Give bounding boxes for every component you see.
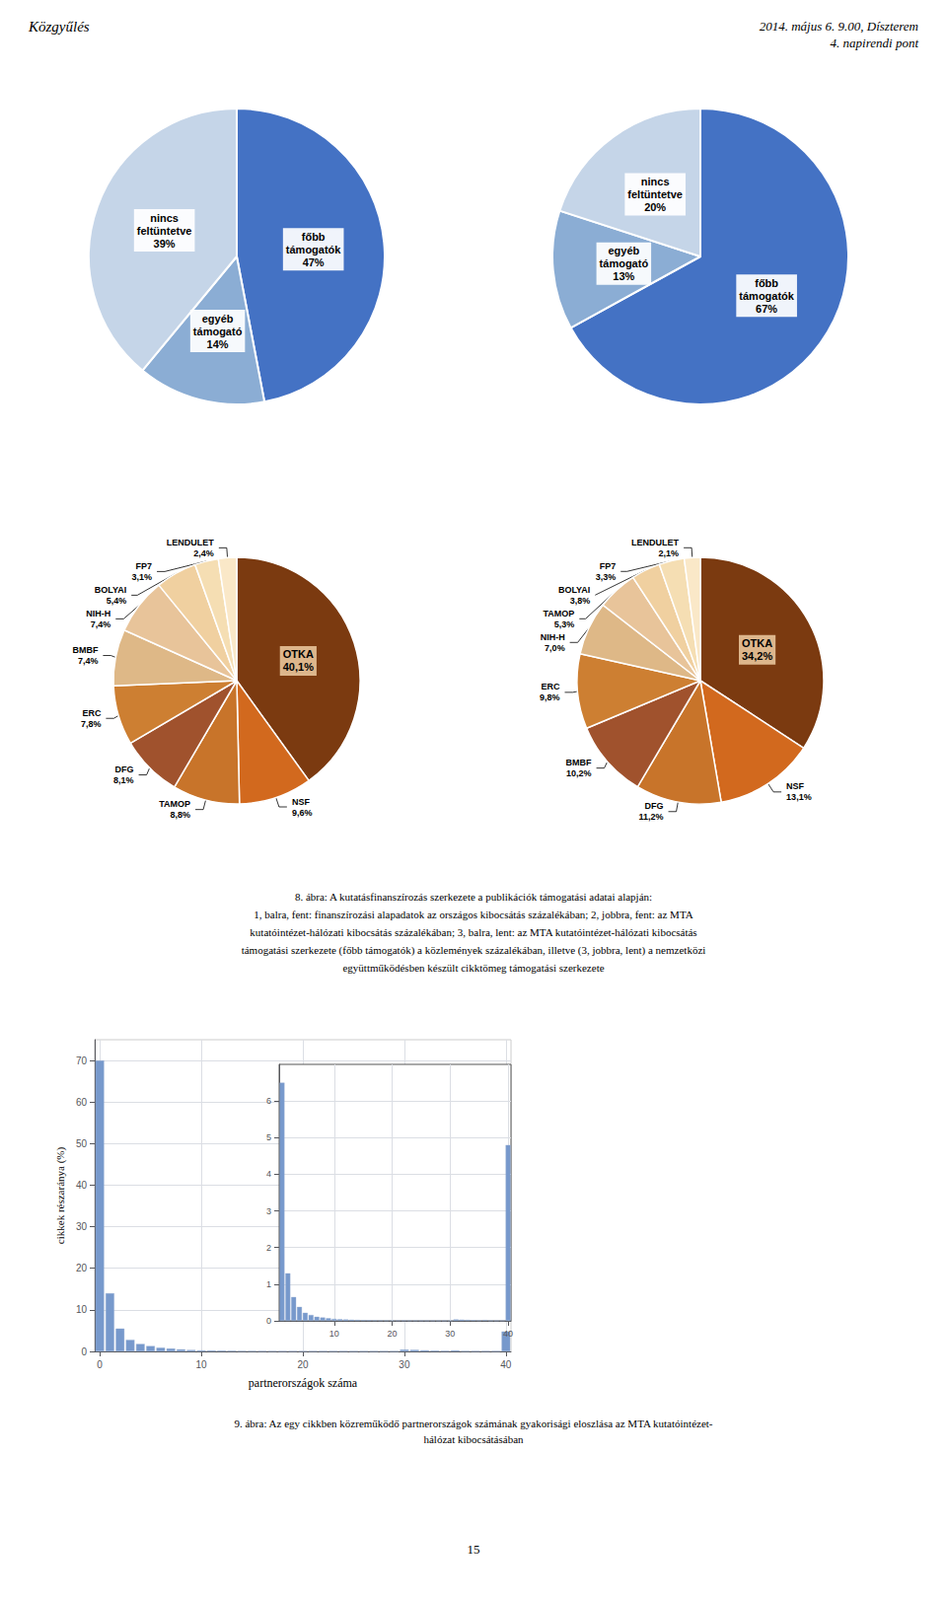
svg-text:nincs: nincs [149, 212, 179, 224]
svg-text:ERC: ERC [81, 708, 102, 719]
svg-text:cikkek részaránya (%): cikkek részaránya (%) [54, 1147, 68, 1245]
svg-text:3,1%: 3,1% [132, 572, 153, 583]
svg-text:FP7: FP7 [136, 561, 153, 572]
svg-text:20: 20 [75, 1262, 88, 1274]
svg-text:7,0%: 7,0% [544, 643, 566, 654]
svg-text:40: 40 [500, 1359, 512, 1371]
svg-text:BOLYAI: BOLYAI [94, 584, 127, 595]
svg-text:0: 0 [96, 1359, 103, 1371]
svg-text:30: 30 [444, 1328, 455, 1339]
svg-text:3,8%: 3,8% [570, 595, 591, 606]
svg-text:BOLYAI: BOLYAI [558, 584, 590, 595]
svg-text:ERC: ERC [540, 681, 561, 692]
svg-text:9. ábra: Az egy cikkben közrem: 9. ábra: Az egy cikkben közreműködő part… [233, 1417, 713, 1430]
svg-text:7,8%: 7,8% [80, 719, 102, 729]
svg-text:14%: 14% [207, 338, 229, 351]
svg-text:NSF: NSF [786, 781, 805, 792]
svg-text:7,4%: 7,4% [90, 619, 112, 630]
svg-text:70: 70 [75, 1055, 88, 1067]
svg-text:10: 10 [329, 1328, 340, 1339]
svg-text:50: 50 [75, 1138, 88, 1150]
svg-text:NIH-H: NIH-H [85, 608, 111, 619]
svg-text:főbb: főbb [754, 277, 779, 290]
svg-text:1: 1 [266, 1279, 272, 1290]
svg-text:39%: 39% [153, 237, 176, 250]
svg-text:BMBF: BMBF [72, 645, 98, 656]
svg-text:13%: 13% [612, 270, 635, 283]
svg-text:20%: 20% [644, 201, 666, 214]
svg-text:egyéb: egyéb [202, 312, 234, 325]
svg-text:20: 20 [387, 1328, 398, 1339]
svg-text:40: 40 [75, 1179, 88, 1191]
svg-text:kutatóintézet-hálózati kibocsá: kutatóintézet-hálózati kibocsátás százal… [249, 926, 697, 939]
svg-text:támogatók: támogatók [286, 243, 343, 256]
svg-text:5,3%: 5,3% [554, 619, 576, 630]
svg-text:10,2%: 10,2% [566, 768, 592, 779]
svg-text:34,2%: 34,2% [741, 650, 773, 662]
svg-text:10: 10 [75, 1304, 88, 1315]
svg-text:9,6%: 9,6% [291, 807, 313, 818]
svg-text:támogató: támogató [193, 325, 243, 338]
svg-text:TAMOP: TAMOP [542, 608, 575, 619]
svg-text:Közgyűlés: Közgyűlés [27, 18, 90, 35]
svg-text:40,1%: 40,1% [283, 660, 314, 673]
svg-text:feltüntetve: feltüntetve [627, 188, 683, 201]
svg-text:NIH-H: NIH-H [540, 632, 566, 643]
svg-text:8. ábra: A kutatásfinanszírozá: 8. ábra: A kutatásfinanszírozás szerkeze… [294, 890, 653, 903]
svg-text:10: 10 [196, 1359, 209, 1371]
svg-text:4: 4 [266, 1168, 272, 1179]
svg-text:40: 40 [503, 1328, 513, 1339]
svg-text:5,4%: 5,4% [106, 595, 128, 606]
svg-text:30: 30 [75, 1221, 88, 1233]
svg-text:partnerországok száma: partnerországok száma [248, 1376, 359, 1390]
svg-text:67%: 67% [755, 302, 778, 315]
svg-text:15: 15 [467, 1541, 481, 1557]
svg-text:támogató: támogató [599, 257, 650, 270]
svg-text:8,8%: 8,8% [170, 809, 192, 820]
svg-text:60: 60 [75, 1096, 88, 1108]
svg-text:47%: 47% [302, 256, 325, 269]
svg-text:támogatási szerkezete (főbb tá: támogatási szerkezete (főbb támogatók) a… [241, 944, 707, 957]
svg-text:hálózat kibocsátásában: hálózat kibocsátásában [423, 1433, 524, 1446]
svg-text:0: 0 [266, 1315, 272, 1326]
svg-text:30: 30 [398, 1359, 411, 1371]
svg-text:BMBF: BMBF [566, 757, 592, 768]
svg-text:11,2%: 11,2% [639, 811, 664, 822]
svg-text:4. napirendi pont: 4. napirendi pont [830, 35, 920, 51]
svg-text:6: 6 [266, 1095, 272, 1106]
svg-text:2,4%: 2,4% [193, 548, 215, 559]
svg-text:OTKA: OTKA [283, 648, 314, 660]
svg-text:9,8%: 9,8% [539, 692, 561, 703]
svg-text:FP7: FP7 [599, 561, 617, 572]
svg-text:0: 0 [80, 1346, 87, 1358]
svg-text:2014. május 6. 9.00, Díszterem: 2014. május 6. 9.00, Díszterem [759, 18, 919, 34]
svg-text:támogatók: támogatók [738, 290, 796, 302]
svg-text:13,1%: 13,1% [786, 792, 812, 802]
svg-text:LENDULET: LENDULET [631, 537, 679, 548]
svg-text:DFG: DFG [115, 764, 135, 775]
svg-text:együttműködésben készült cikkt: együttműködésben készült cikktömeg támog… [342, 961, 604, 974]
svg-text:20: 20 [296, 1359, 309, 1371]
svg-text:2,1%: 2,1% [658, 548, 680, 559]
svg-text:NSF: NSF [291, 797, 311, 807]
svg-text:8,1%: 8,1% [113, 775, 135, 786]
svg-text:OTKA: OTKA [741, 637, 773, 650]
svg-text:feltüntetve: feltüntetve [137, 224, 193, 237]
svg-text:TAMOP: TAMOP [158, 799, 191, 809]
svg-text:3: 3 [266, 1206, 272, 1217]
svg-text:egyéb: egyéb [607, 244, 640, 257]
svg-text:5: 5 [266, 1132, 272, 1143]
svg-text:nincs: nincs [641, 175, 670, 188]
svg-text:3,3%: 3,3% [595, 572, 617, 583]
svg-text:2: 2 [266, 1242, 272, 1253]
svg-text:1, balra, fent: finanszírozási: 1, balra, fent: finanszírozási alapadato… [253, 908, 693, 921]
svg-text:LENDULET: LENDULET [166, 537, 215, 548]
svg-text:DFG: DFG [645, 801, 664, 811]
svg-text:főbb: főbb [301, 230, 326, 243]
svg-text:7,4%: 7,4% [77, 655, 99, 666]
